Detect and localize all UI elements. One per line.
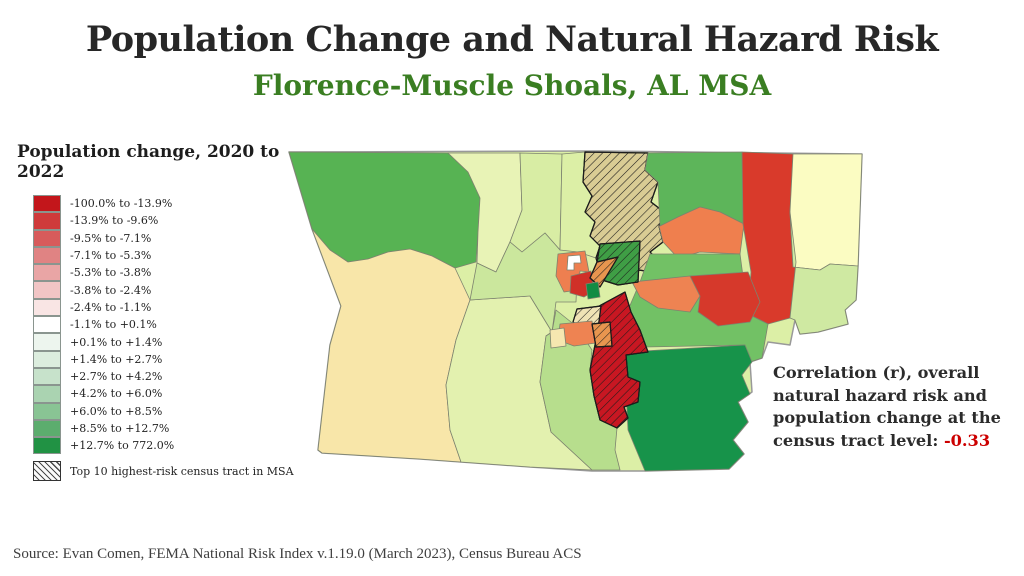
- correlation-line: census tract level: -0.33: [773, 430, 1017, 453]
- legend-swatch: [33, 437, 61, 455]
- legend-item-label: +12.7% to 772.0%: [70, 439, 175, 453]
- legend-swatch: [33, 385, 61, 403]
- legend-item-label: -1.1% to +0.1%: [70, 318, 157, 332]
- legend-item: -7.1% to -5.3%: [17, 246, 282, 265]
- tract-layer: [288, 150, 863, 472]
- legend-item-label: +2.7% to +4.2%: [70, 370, 163, 384]
- legend-item: -13.9% to -9.6%: [17, 212, 282, 230]
- legend-swatch: [33, 195, 61, 213]
- legend-swatch: [33, 350, 61, 368]
- correlation-value: -0.33: [943, 430, 991, 450]
- legend-swatch: [33, 229, 61, 247]
- legend-items: -100.0% to -13.9% -13.9% to -9.6% -9.5% to…: [17, 195, 282, 455]
- page-title: Population Change and Natural Hazard Ris…: [85, 19, 939, 60]
- legend-swatch: [33, 316, 61, 334]
- correlation-line: Correlation (r), overall: [773, 363, 980, 382]
- legend-swatch: [33, 298, 61, 317]
- correlation-prefix: census tract level:: [773, 430, 944, 450]
- legend-item-label: -7.1% to -5.3%: [70, 249, 152, 263]
- legend-swatch: [33, 402, 61, 420]
- legend-item: +2.7% to +4.2%: [17, 367, 282, 386]
- legend-swatch: [33, 264, 61, 282]
- legend-swatch: [33, 419, 61, 438]
- tract-nw-green: [288, 151, 481, 269]
- correlation-annotation: Correlation (r), overall natural hazard …: [773, 362, 1017, 452]
- legend-item: +0.1% to +1.4%: [17, 333, 282, 351]
- tract-east-lightgreen: [789, 211, 859, 335]
- tract-red-mid: [689, 271, 761, 327]
- legend-item-label: +4.2% to +6.0%: [70, 387, 163, 401]
- legend-item: -100.0% to -13.9%: [17, 195, 282, 213]
- tract-ne-paleyellow: [789, 153, 863, 271]
- legend-item: -3.8% to -2.4%: [17, 281, 282, 299]
- source-line: Source: Evan Comen, FEMA National Risk I…: [13, 546, 582, 562]
- tract-white-small: [566, 254, 582, 271]
- legend-item-label: -13.9% to -9.6%: [70, 214, 159, 228]
- legend-swatch: [33, 367, 61, 386]
- legend-item: +6.0% to +8.5%: [17, 402, 282, 420]
- tract-cream-small: [549, 327, 567, 349]
- legend-item: -9.5% to -7.1%: [17, 229, 282, 247]
- legend-item-label: -2.4% to -1.1%: [70, 300, 152, 314]
- correlation-line: natural hazard risk and: [773, 385, 987, 405]
- legend-item: -5.3% to -3.8%: [17, 264, 282, 282]
- tract-orange-hatched-south-hatch: [591, 321, 613, 348]
- legend-item-label: -9.5% to -7.1%: [70, 231, 152, 245]
- legend-swatch: [33, 246, 61, 265]
- legend-item-label: -100.0% to -13.9%: [70, 197, 173, 211]
- legend-item: -2.4% to -1.1%: [17, 298, 282, 317]
- legend-item-label: +6.0% to +8.5%: [70, 404, 163, 418]
- legend-hatch-item: Top 10 highest-risk census tract in MSA: [17, 461, 294, 482]
- page-subtitle: Florence-Muscle Shoals, AL MSA: [252, 69, 772, 102]
- legend-item-label: +8.5% to +12.7%: [70, 422, 170, 435]
- legend-item: -1.1% to +0.1%: [17, 316, 282, 334]
- legend-item: +8.5% to +12.7%: [17, 419, 282, 438]
- correlation-line: population change at the: [773, 408, 1001, 428]
- tract-se-darkgreen: [625, 344, 753, 472]
- legend-title: Population change, 2020 to 2022: [17, 142, 280, 182]
- legend-item: +1.4% to +2.7%: [17, 350, 282, 368]
- legend-panel: Population change, 2020 to 2022 -100.0% …: [17, 142, 294, 482]
- legend-item-label: -5.3% to -3.8%: [70, 266, 152, 280]
- tract-darkgreen-small: [585, 281, 601, 300]
- legend-item-label: +0.1% to +1.4%: [70, 335, 163, 349]
- hatch-swatch: [33, 461, 61, 482]
- legend-swatch: [33, 333, 61, 351]
- legend-hatch-label: Top 10 highest-risk census tract in MSA: [70, 464, 294, 478]
- legend-swatch: [33, 281, 61, 299]
- tract-orange-hatched-tri-hatch: [589, 256, 619, 288]
- legend-item-label: -3.8% to -2.4%: [70, 283, 152, 297]
- legend-item: +4.2% to +6.0%: [17, 385, 282, 403]
- legend-item: +12.7% to 772.0%: [17, 437, 282, 455]
- tract-west-cream: [311, 228, 471, 463]
- legend-swatch: [33, 212, 61, 230]
- legend-item-label: +1.4% to +2.7%: [70, 352, 163, 366]
